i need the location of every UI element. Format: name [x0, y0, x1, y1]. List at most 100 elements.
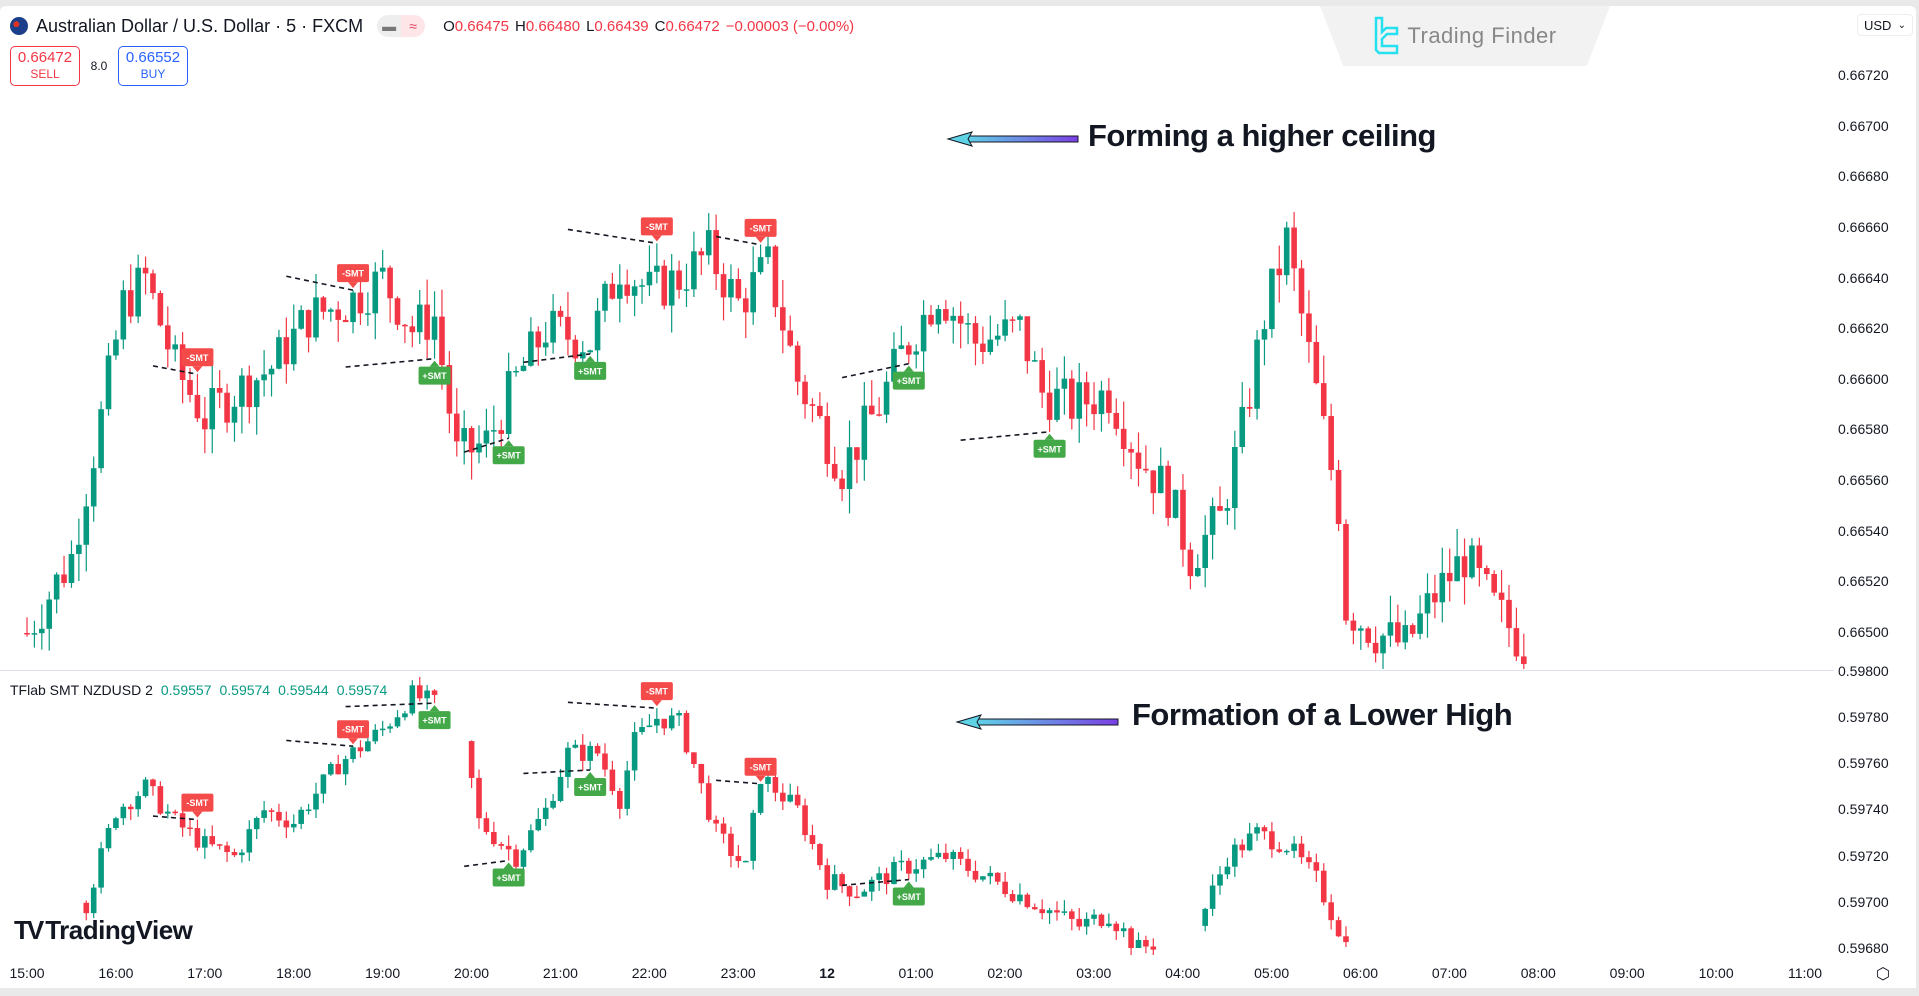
time-tick: 23:00 — [720, 965, 756, 981]
price-tick: 0.66660 — [1838, 218, 1889, 235]
trading-finder-logo-icon — [1375, 16, 1399, 55]
svg-text:-SMT: -SMT — [646, 687, 668, 697]
price-tick: 0.59680 — [1838, 940, 1889, 956]
time-tick: 11:00 — [1788, 965, 1822, 981]
svg-text:-SMT: -SMT — [186, 798, 208, 808]
smt-bear-marker[interactable]: -SMT — [152, 348, 214, 376]
smt-bull-marker[interactable]: +SMT — [463, 437, 525, 465]
price-tick: 0.66680 — [1838, 168, 1889, 185]
svg-text:+SMT: +SMT — [897, 376, 922, 386]
svg-text:-SMT: -SMT — [750, 223, 772, 233]
smt-bull-marker[interactable]: +SMT — [960, 431, 1066, 458]
trading-finder-banner: Trading Finder — [1320, 6, 1610, 66]
time-tick: 05:00 — [1254, 965, 1290, 981]
time-tick: 10:00 — [1698, 965, 1734, 981]
trade-panel: 0.66472 SELL 8.0 0.66552 BUY — [10, 46, 188, 86]
smt-bear-marker[interactable]: -SMT — [716, 757, 777, 785]
svg-text:-SMT: -SMT — [750, 762, 772, 772]
price-tick: 0.59700 — [1838, 893, 1889, 910]
brand-name: Trading Finder — [1407, 23, 1557, 48]
svg-text:+SMT: +SMT — [897, 892, 922, 902]
smt-bull-marker[interactable]: +SMT — [345, 702, 451, 730]
smt-bear-marker[interactable]: -SMT — [152, 793, 214, 821]
svg-text:+SMT: +SMT — [578, 783, 603, 793]
price-tick: 0.59780 — [1838, 709, 1889, 725]
tradingview-logo-icon: TV — [14, 915, 44, 945]
price-candles — [24, 211, 1527, 669]
smt-bear-marker[interactable]: -SMT — [567, 682, 673, 709]
time-tick: 07:00 — [1431, 965, 1467, 981]
approx-icon[interactable]: ≈ — [401, 15, 426, 37]
visibility-toggle-group[interactable]: ▬ ≈ — [377, 15, 426, 37]
price-tick: 0.66720 — [1838, 67, 1889, 83]
price-tick: 0.66600 — [1838, 370, 1889, 387]
time-tick: 12 — [819, 965, 835, 981]
currency-select[interactable]: USD ⌄ — [1857, 14, 1913, 36]
time-tick: 04:00 — [1165, 965, 1201, 981]
time-tick: 18:00 — [276, 965, 312, 981]
indicator-legend: TFlab SMT NZDUSD 2 0.59557 0.59574 0.595… — [10, 682, 388, 698]
tradingview-watermark: TV TradingView — [14, 915, 193, 945]
smt-bull-marker[interactable]: +SMT — [842, 878, 925, 906]
svg-text:-SMT: -SMT — [342, 725, 364, 735]
time-tick: 21:00 — [542, 965, 578, 981]
price-tick: 0.59800 — [1838, 662, 1889, 679]
price-change: −0.00003 (−0.00%) — [725, 17, 855, 35]
price-tick: 0.59740 — [1838, 801, 1889, 818]
price-tick: 0.66520 — [1838, 573, 1889, 590]
price-tick: 0.59760 — [1838, 755, 1889, 772]
chart-window — [0, 6, 1916, 994]
price-tick: 0.66560 — [1838, 472, 1889, 489]
annotation-arrow — [955, 714, 1119, 730]
price-tick: 0.66500 — [1838, 624, 1889, 640]
price-tick: 0.59720 — [1838, 847, 1889, 864]
price-tick: 0.66580 — [1838, 421, 1889, 438]
price-tick: 0.66640 — [1838, 269, 1889, 286]
price-tick: 0.66620 — [1838, 320, 1889, 337]
price-tick: 0.66540 — [1838, 522, 1889, 539]
time-tick: 02:00 — [987, 965, 1023, 981]
svg-text:-SMT: -SMT — [342, 269, 364, 279]
window-bottom-edge — [0, 988, 1919, 996]
time-tick: 15:00 — [9, 965, 45, 981]
time-tick: 01:00 — [898, 965, 934, 981]
pane-divider[interactable] — [0, 670, 1834, 671]
smt-bear-marker[interactable]: -SMT — [286, 720, 370, 748]
time-tick: 06:00 — [1342, 965, 1379, 981]
indicator-candles — [83, 676, 1349, 955]
svg-text:+SMT: +SMT — [497, 873, 522, 883]
smt-bear-marker[interactable]: -SMT — [567, 217, 673, 245]
spread-value: 8.0 — [90, 59, 108, 73]
settings-gear-icon[interactable]: ⬡ — [1876, 966, 1890, 983]
hide-icon[interactable]: ▬ — [377, 15, 402, 37]
chevron-down-icon: ⌄ — [1897, 19, 1906, 31]
annotation-lower-high: Formation of a Lower High — [1132, 697, 1513, 732]
smt-bull-marker[interactable]: +SMT — [345, 357, 451, 385]
time-tick: 16:00 — [98, 965, 134, 981]
smt-bear-marker[interactable]: -SMT — [286, 264, 370, 291]
smt-bull-marker[interactable]: +SMT — [841, 362, 925, 390]
smt-bear-marker[interactable]: -SMT — [715, 218, 777, 246]
svg-text:+SMT: +SMT — [578, 366, 603, 376]
buy-button[interactable]: 0.66552 BUY — [118, 46, 188, 86]
time-tick: 08:00 — [1520, 965, 1556, 981]
smt-bull-marker[interactable]: +SMT — [523, 353, 607, 380]
svg-text:+SMT: +SMT — [497, 451, 522, 461]
indicator-name[interactable]: TFlab SMT NZDUSD 2 — [10, 682, 153, 698]
annotation-arrow — [946, 131, 1079, 147]
time-tick: 03:00 — [1076, 965, 1112, 981]
svg-text:-SMT: -SMT — [646, 222, 668, 232]
smt-bull-marker[interactable]: +SMT — [464, 859, 525, 887]
annotation-higher-ceiling: Forming a higher ceiling — [1088, 118, 1436, 153]
price-tick: 0.66700 — [1838, 117, 1889, 134]
time-tick: 09:00 — [1609, 965, 1645, 981]
symbol-header: Australian Dollar / U.S. Dollar · 5 · FX… — [10, 12, 854, 40]
sell-button[interactable]: 0.66472 SELL — [10, 46, 80, 86]
time-tick: 22:00 — [631, 965, 667, 981]
svg-text:+SMT: +SMT — [422, 716, 447, 726]
time-tick: 17:00 — [187, 965, 223, 981]
symbol-title[interactable]: Australian Dollar / U.S. Dollar · 5 · FX… — [36, 15, 364, 36]
smt-bull-marker[interactable]: +SMT — [523, 769, 607, 797]
time-tick: 20:00 — [453, 965, 490, 981]
